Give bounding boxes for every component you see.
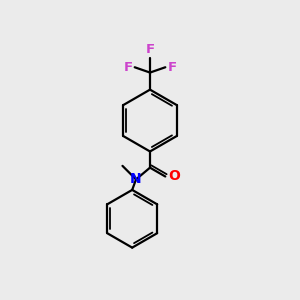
Text: N: N [130, 172, 142, 186]
Text: F: F [124, 61, 133, 74]
Text: O: O [168, 169, 180, 184]
Text: F: F [146, 44, 154, 56]
Text: F: F [167, 61, 176, 74]
